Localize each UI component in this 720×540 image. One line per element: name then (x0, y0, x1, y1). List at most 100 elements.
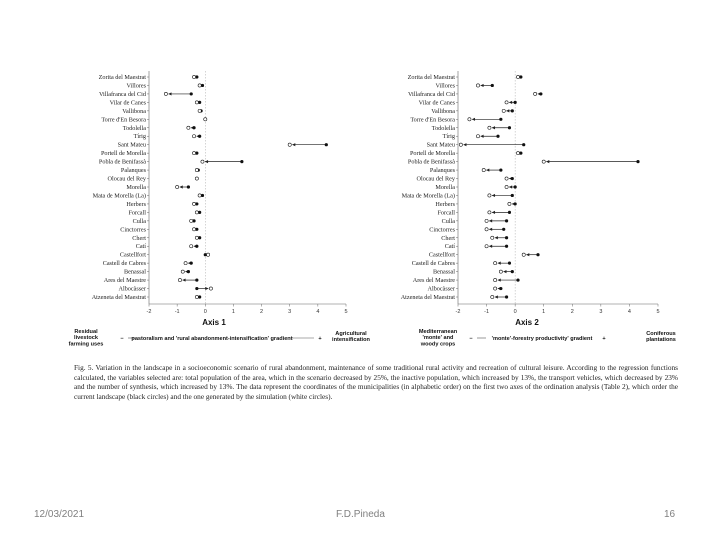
axis1-current-point (192, 126, 196, 130)
axis2-arrow-head (497, 261, 501, 265)
axis2-municipality-label: Castell de Cabres (412, 260, 456, 267)
axis2-arrow-head (488, 227, 493, 231)
axis2-current-point (499, 286, 503, 291)
axis1-tick-label: 5 (344, 309, 347, 315)
axis1-arrow-head (182, 278, 186, 282)
axis1-tick-label: 0 (204, 309, 207, 315)
axis1-municipality-label: Vallibona (122, 108, 146, 115)
axis1-current-point (195, 75, 199, 79)
axis2-tick-label: 5 (656, 309, 659, 315)
axis2-current-point (504, 236, 509, 240)
axis1-scenario-point (200, 159, 205, 164)
axis2-scenario-point (516, 75, 520, 79)
axis2-title: Axis 2 (515, 318, 539, 327)
axis2-current-point (499, 117, 503, 121)
axis1-tick-label: -2 (147, 309, 152, 315)
axis2-scenario-point (501, 108, 506, 113)
axis2-scenario-point (487, 210, 492, 215)
axis1-municipality-label: Pobla de Benifassà (99, 159, 146, 166)
axis1-current-point (198, 295, 202, 299)
axis1-scenario-point (209, 286, 213, 291)
axis2-municipality-label: Palanques (430, 167, 456, 174)
axis2-municipality-label: Villores (435, 82, 455, 89)
axis1-tick-label: -1 (175, 309, 180, 315)
page-number: 16 (664, 509, 676, 520)
axis2-municipality-label: Benassal (433, 269, 455, 276)
axis2-scenario-point (533, 92, 538, 96)
axis2-current-point (510, 193, 514, 198)
axis1-current-point (203, 253, 207, 257)
axis2-arrow-head (494, 295, 498, 299)
axis1-current-point (198, 100, 202, 104)
axis1-tick-label: 4 (316, 309, 319, 315)
axis1-tick-label: 3 (288, 309, 291, 315)
axis1-scenario-point (194, 235, 199, 240)
axis2-arrow-head (494, 236, 498, 240)
axis2-current-point (522, 143, 526, 147)
axis2-current-point (504, 295, 509, 299)
axis2-current-point (513, 202, 517, 206)
axis1-municipality-label: Castell de Cabres (103, 260, 147, 267)
axis2-current-point (519, 75, 523, 79)
axis1-municipality-label: Catí (136, 243, 147, 250)
axis2-scenario-point (481, 168, 486, 172)
axis1-scenario-point (189, 244, 194, 249)
axis1-scenario-point (192, 134, 196, 139)
axis2-current-point (510, 270, 514, 274)
axis2-current-point (513, 100, 517, 104)
axis2-tick-label: -2 (456, 309, 461, 315)
axis1-municipality-label: Chert (132, 235, 146, 242)
axis2-scenario-point (467, 117, 472, 122)
axis1-scenario-point (163, 92, 168, 96)
axis2-scenario-point (490, 235, 495, 240)
axis2-arrow-head (480, 83, 484, 88)
axis2-municipality-label: Zorita del Maestrat (408, 74, 456, 81)
axis1-current-point (324, 143, 328, 147)
axis2-arrow-head (497, 278, 501, 282)
axis1-current-point (195, 227, 199, 231)
axis1-scenario-point (192, 151, 196, 156)
axis2-municipality-label: Chert (441, 235, 455, 242)
axis1-current-point (195, 202, 199, 206)
axis1-current-point (198, 236, 202, 240)
axis2-arrow-head (491, 210, 496, 214)
axis1-municipality-label: Olocau del Rey (108, 176, 147, 183)
axis1-scenario-point (189, 218, 194, 223)
axis1-title: Axis 1 (202, 318, 226, 327)
axis2-arrow-head (463, 143, 467, 147)
axis2-current-point (510, 176, 514, 181)
axis1-municipality-label: Castellfort (120, 252, 146, 259)
axis2-arrow-head (491, 193, 496, 198)
axis1-municipality-label: Sant Mateu (118, 142, 146, 149)
axis1-scenario-point (194, 100, 199, 105)
axis1-scenario-point (203, 117, 208, 122)
axis1-scenario-point (180, 269, 185, 274)
axis2-current-point (502, 227, 506, 231)
axis2-current-point (636, 160, 640, 164)
axis2-current-point (504, 244, 509, 248)
axis1-municipality-label: Ares del Maestre (104, 277, 147, 284)
axis2-plus-sign: + (602, 336, 606, 342)
axis2-scenario-point (504, 176, 509, 181)
axis1-scenario-point (197, 108, 202, 113)
axis1-scenario-point (206, 252, 211, 257)
axis1-right-label: Agricultural intensification (332, 331, 370, 343)
figure-caption: Fig. 5. Variation in the landscape in a … (74, 363, 678, 401)
axis2-municipality-label: Mata de Morella (La) (402, 192, 455, 199)
axis1-scenario-point (186, 125, 191, 130)
axis1-arrow-head (168, 92, 172, 96)
axis2-scenario-point (484, 227, 489, 232)
axis2-arrow-head (488, 244, 493, 248)
axis1-municipality-label: Tírig (134, 133, 146, 140)
axis2-municipality-label: Culla (442, 218, 456, 225)
axis2-municipality-label: Olocau del Rey (417, 176, 456, 183)
axis2-arrow-head (488, 219, 493, 223)
axis2-arrow-head (506, 109, 510, 113)
axis2-tick-label: -1 (484, 309, 489, 315)
axis2-municipality-label: Vallibona (431, 108, 455, 115)
axis2-scenario-point (487, 193, 492, 198)
axis2-municipality-label: Tírig (443, 133, 455, 140)
axis2-arrow-head (503, 270, 507, 274)
